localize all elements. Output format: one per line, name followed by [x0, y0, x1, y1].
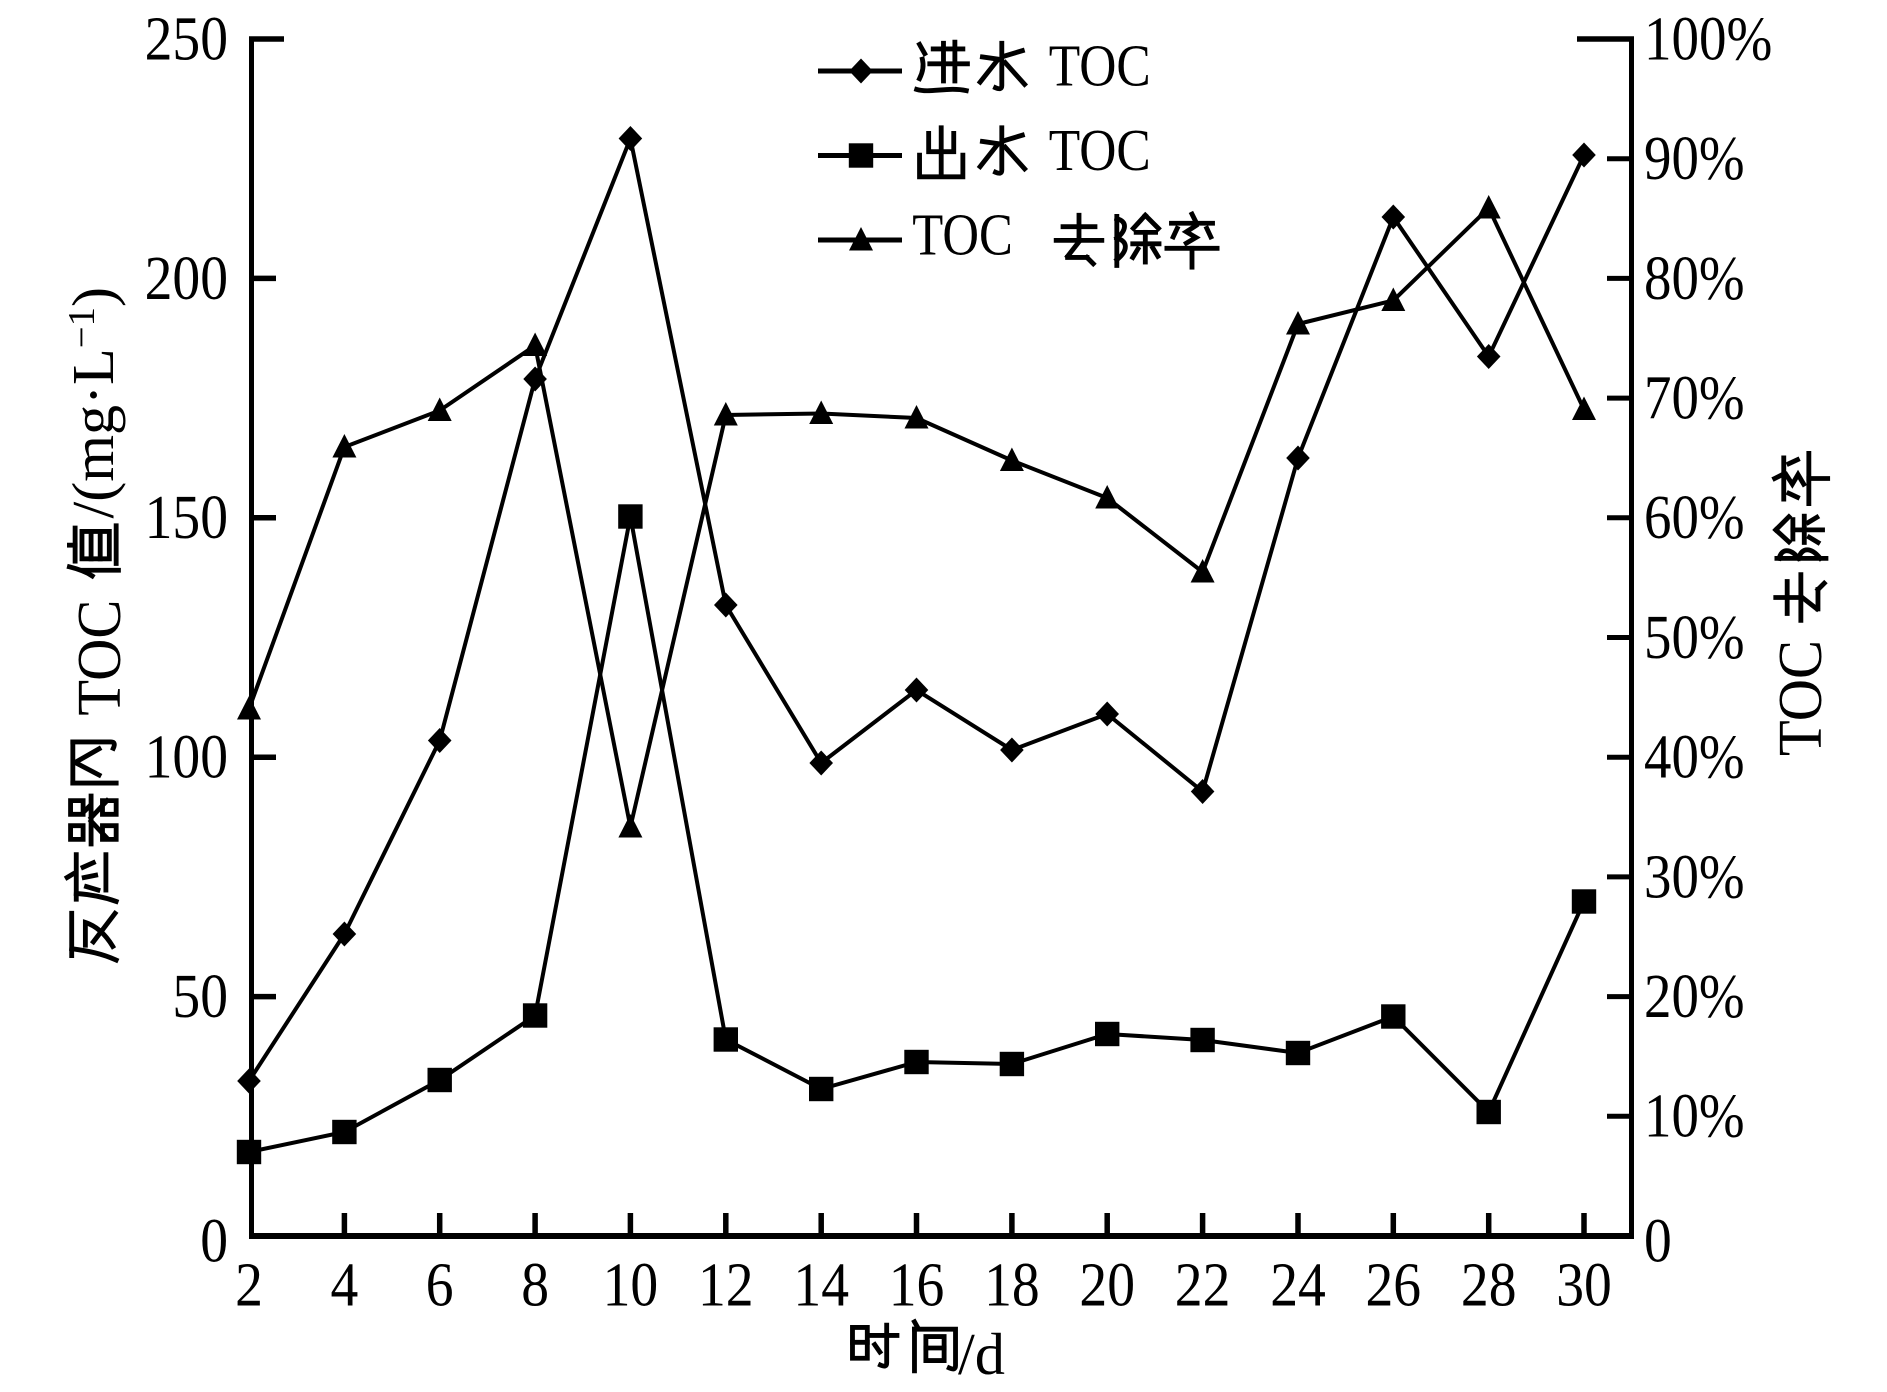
- svg-text:70%: 70%: [1644, 363, 1745, 433]
- svg-text:6: 6: [426, 1250, 454, 1320]
- svg-text:40%: 40%: [1644, 722, 1745, 792]
- svg-text:30: 30: [1556, 1250, 1612, 1320]
- svg-text:0: 0: [1644, 1205, 1672, 1275]
- svg-text:4: 4: [331, 1250, 359, 1320]
- svg-text:150: 150: [145, 482, 228, 552]
- svg-text:/d: /d: [958, 1321, 1005, 1387]
- svg-text:60%: 60%: [1644, 482, 1745, 552]
- svg-text:TOC: TOC: [1049, 117, 1151, 183]
- svg-text:22: 22: [1175, 1250, 1231, 1320]
- svg-text:200: 200: [145, 243, 228, 313]
- svg-text:16: 16: [889, 1250, 945, 1320]
- svg-text:250: 250: [145, 3, 228, 73]
- svg-text:100: 100: [145, 722, 228, 792]
- svg-text:10: 10: [603, 1250, 659, 1320]
- svg-text:100%: 100%: [1644, 3, 1772, 73]
- svg-text:10%: 10%: [1644, 1081, 1745, 1151]
- svg-text:2: 2: [235, 1250, 263, 1320]
- svg-text:24: 24: [1270, 1250, 1326, 1320]
- svg-text:14: 14: [793, 1250, 849, 1320]
- svg-text:TOC: TOC: [66, 600, 134, 716]
- svg-text:0: 0: [200, 1205, 228, 1275]
- svg-text:18: 18: [984, 1250, 1040, 1320]
- svg-text:TOC: TOC: [912, 201, 1013, 267]
- svg-text:20%: 20%: [1644, 961, 1745, 1031]
- svg-text:TOC: TOC: [1049, 32, 1151, 98]
- svg-text:90%: 90%: [1644, 123, 1745, 193]
- svg-text:30%: 30%: [1644, 841, 1745, 911]
- svg-text:50: 50: [172, 961, 228, 1031]
- svg-text:8: 8: [521, 1250, 549, 1320]
- svg-text:TOC: TOC: [1767, 640, 1835, 756]
- svg-text:80%: 80%: [1644, 243, 1745, 313]
- svg-text:20: 20: [1079, 1250, 1135, 1320]
- svg-text:12: 12: [698, 1250, 754, 1320]
- svg-text:50%: 50%: [1644, 602, 1745, 672]
- svg-text:26: 26: [1366, 1250, 1422, 1320]
- svg-text:28: 28: [1461, 1250, 1517, 1320]
